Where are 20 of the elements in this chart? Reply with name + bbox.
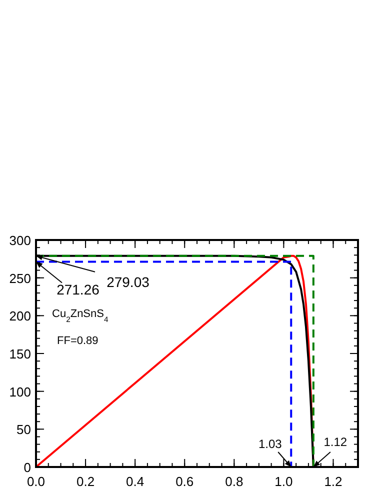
x-tick-label: 0.4 — [126, 474, 144, 489]
x-tick-label: 1.2 — [324, 474, 342, 489]
annotation: 279.03 — [106, 274, 150, 290]
x-tick-label: 0.6 — [176, 474, 194, 489]
y-tick-label: 250 — [9, 270, 31, 286]
x-tick-label: 0.8 — [225, 474, 244, 489]
y-tick-label: 150 — [9, 346, 31, 362]
y-tick-label: 0 — [24, 460, 31, 475]
y-tick-label: 300 — [9, 233, 31, 248]
annotation: Cu$_{2}$ZnSnS$_{4}$ — [52, 308, 109, 324]
y-tick-label: 100 — [9, 384, 31, 400]
x-tick-label: 1.0 — [274, 474, 293, 489]
y-tick-label: 50 — [16, 422, 31, 438]
annotation: FF=0.89 — [57, 335, 98, 347]
x-tick-label: 0.0 — [26, 474, 46, 489]
y-tick-label: 200 — [9, 308, 31, 324]
annotation: 271.26 — [56, 282, 100, 298]
x-tick-label: 0.2 — [76, 474, 95, 489]
annotation: 1.03 — [258, 437, 282, 451]
annotation: 1.12 — [324, 435, 348, 449]
